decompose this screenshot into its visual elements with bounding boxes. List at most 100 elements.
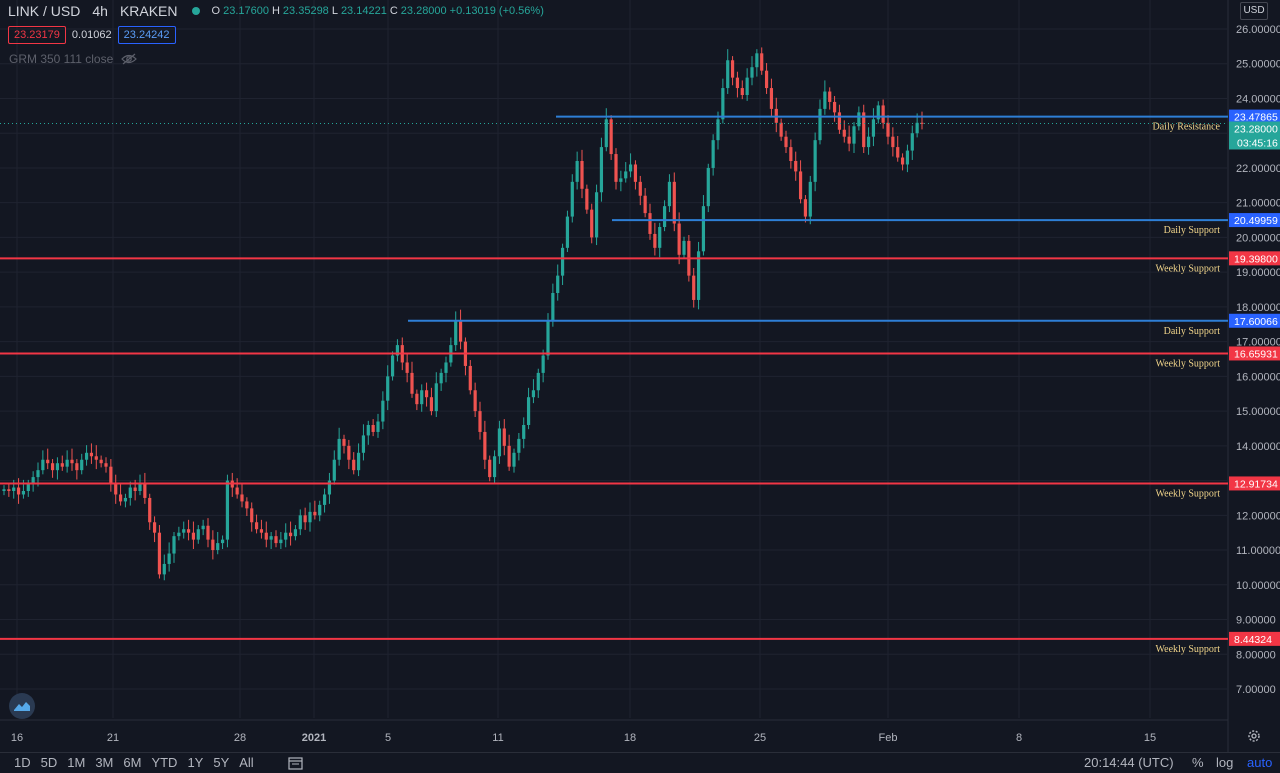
- candle-body: [526, 397, 531, 425]
- log-scale-button[interactable]: log: [1216, 755, 1234, 770]
- gear-icon[interactable]: [1246, 728, 1262, 744]
- candle-body: [322, 494, 327, 505]
- candle-body: [682, 240, 686, 255]
- candle-body: [245, 501, 249, 509]
- candle-body: [905, 150, 910, 165]
- range-button-5y[interactable]: 5Y: [213, 755, 230, 770]
- candle-body: [852, 126, 856, 144]
- candle-body: [308, 511, 312, 523]
- candles: [2, 47, 924, 581]
- y-tick-label: 9.00000: [1236, 615, 1276, 627]
- candle-body: [658, 227, 662, 248]
- candle-body: [211, 539, 215, 551]
- calendar-goto-icon[interactable]: [288, 756, 304, 770]
- price-axis[interactable]: 26.0000025.0000024.0000023.0000022.00000…: [1236, 24, 1280, 696]
- level-price-tag: [1229, 346, 1280, 361]
- bottom-toolbar: 1D 5D 1M 3M 6M YTD 1Y 5Y All 20:14:44 (UTC) % lo…: [0, 752, 1280, 773]
- x-tick-label: 25: [754, 732, 766, 744]
- candle-body: [410, 372, 414, 394]
- candle-body: [12, 487, 16, 491]
- candle-body: [740, 88, 744, 95]
- candle-body: [220, 539, 225, 544]
- candle-body: [701, 206, 706, 252]
- candle-body: [522, 425, 526, 439]
- candle-body: [590, 209, 594, 238]
- symbol-name[interactable]: LINK / USD: [8, 3, 81, 19]
- candle-body: [36, 470, 40, 478]
- range-button-3m[interactable]: 3M: [95, 755, 114, 770]
- candle-body: [123, 497, 128, 502]
- candle-body: [99, 459, 103, 464]
- interval-label[interactable]: 4h: [92, 3, 108, 19]
- indicator-legend[interactable]: GRM 350 111 close: [9, 52, 138, 66]
- ohlc-values: O 23.17600 H 23.35298 L 23.14221 C 23.28000 …: [211, 5, 544, 17]
- candle-body: [70, 459, 74, 464]
- price-chart[interactable]: 26.0000025.0000024.0000023.0000022.00000…: [0, 0, 1280, 752]
- auto-scale-button[interactable]: auto: [1247, 755, 1273, 770]
- y-tick-label: 14.00000: [1236, 441, 1280, 453]
- level-price-tag-text: 12.91734: [1234, 478, 1278, 490]
- level-price-tag: [1229, 213, 1280, 228]
- candle-body: [604, 119, 608, 148]
- candle-body: [439, 372, 443, 384]
- candle-body: [915, 122, 919, 134]
- range-button-ytd[interactable]: YTD: [151, 755, 178, 770]
- candle-body: [643, 195, 647, 214]
- candle-body: [225, 480, 230, 540]
- candle-body: [420, 390, 424, 405]
- candle-body: [318, 504, 322, 516]
- buy-price-button[interactable]: 23.24242: [117, 26, 176, 44]
- candle-body: [65, 459, 69, 467]
- candle-body: [264, 532, 268, 540]
- range-button-1y[interactable]: 1Y: [187, 755, 204, 770]
- candle-body: [745, 77, 749, 95]
- candle-body: [842, 129, 846, 137]
- y-tick-label: 24.00000: [1236, 93, 1280, 105]
- level-price-tag: [1229, 476, 1280, 491]
- exchange-label: KRAKEN: [119, 3, 178, 19]
- candle-body: [109, 466, 113, 485]
- range-button-5d[interactable]: 5D: [40, 755, 58, 770]
- sell-price-button[interactable]: 23.23179: [8, 26, 66, 44]
- range-button-1d[interactable]: 1D: [14, 755, 31, 770]
- candle-body: [395, 345, 400, 356]
- candle-body: [896, 147, 900, 158]
- tradingview-logo-icon[interactable]: [9, 693, 35, 719]
- range-button-6m[interactable]: 6M: [123, 755, 142, 770]
- candle-body: [31, 477, 35, 485]
- x-tick-label: 16: [11, 732, 23, 744]
- y-tick-label: 15.00000: [1236, 406, 1280, 418]
- candle-body: [347, 445, 351, 460]
- candle-body: [478, 411, 482, 432]
- utc-clock[interactable]: 20:14:44 (UTC): [1084, 755, 1174, 770]
- y-tick-label: 21.00000: [1236, 198, 1280, 210]
- candle-body: [405, 362, 409, 373]
- candle-body: [269, 536, 273, 540]
- candle-body: [721, 88, 725, 120]
- level-price-tag-text: 17.60066: [1234, 316, 1278, 328]
- candle-body: [7, 489, 11, 491]
- eye-hidden-icon[interactable]: [121, 53, 138, 65]
- percent-scale-button[interactable]: %: [1192, 755, 1204, 770]
- candle-body: [832, 101, 837, 113]
- candle-body: [288, 532, 293, 537]
- candle-body: [900, 157, 905, 165]
- currency-button[interactable]: USD: [1240, 2, 1268, 20]
- candle-body: [21, 491, 26, 495]
- candle-body: [26, 484, 30, 491]
- candle-body: [813, 140, 817, 182]
- candle-body: [585, 188, 589, 210]
- candle-body: [284, 532, 288, 540]
- x-tick-label: Feb: [879, 732, 898, 744]
- range-button-all[interactable]: All: [239, 755, 254, 770]
- candle-body: [502, 428, 506, 446]
- x-tick-label: 11: [492, 732, 503, 744]
- candle-body: [871, 119, 876, 137]
- y-tick-label: 22.00000: [1236, 163, 1280, 175]
- candle-body: [847, 136, 851, 144]
- candle-body: [390, 355, 395, 377]
- range-button-1m[interactable]: 1M: [67, 755, 86, 770]
- y-tick-label: 26.00000: [1236, 24, 1280, 36]
- x-tick-label: 15: [1144, 732, 1156, 744]
- candle-body: [386, 376, 390, 401]
